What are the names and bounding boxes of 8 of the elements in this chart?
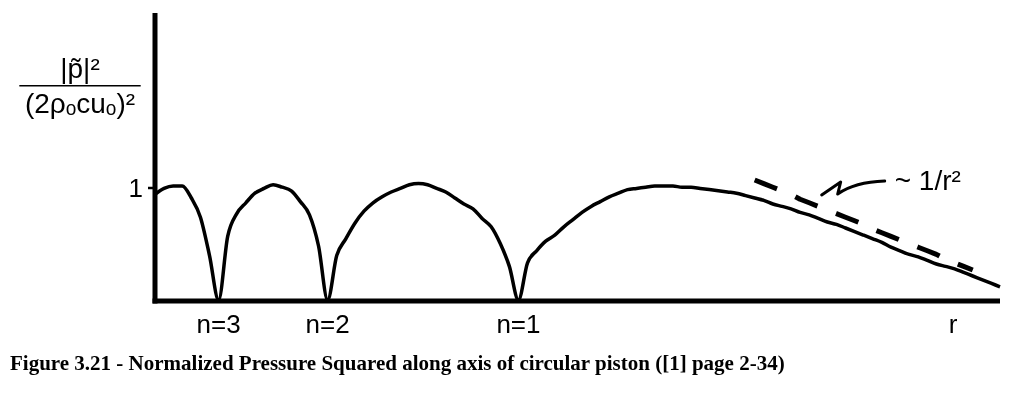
x-tick-label: n=3 xyxy=(196,309,241,339)
text: 1 xyxy=(128,173,143,203)
legend-label: ~ 1/r² xyxy=(894,165,961,196)
x-axis-title: r xyxy=(948,309,958,339)
x-tick-label: n=1 xyxy=(496,309,541,339)
x-tick-label: n=2 xyxy=(305,309,350,339)
text: Figure 3.21 - Normalized Pressure Squared along axis of circular piston ([1] page 2-34) xyxy=(10,351,785,375)
y-axis-title: |p̃|² (2ρₒcuₒ)² xyxy=(24,53,136,119)
